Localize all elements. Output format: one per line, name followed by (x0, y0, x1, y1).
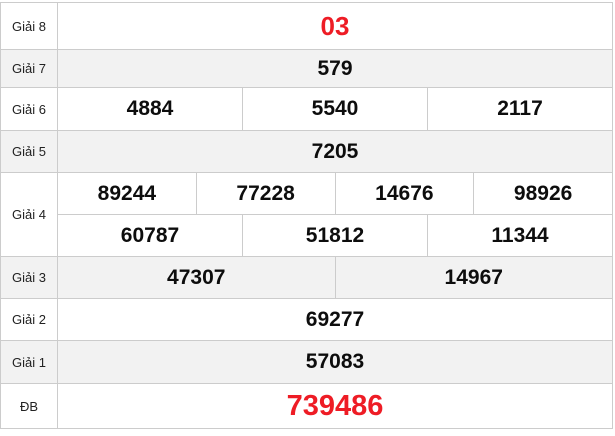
lottery-results-table: Giải 8 03 Giải 7 579 Giải 6 4884 5540 21… (0, 2, 613, 429)
prize-number-cell: 5540 (242, 87, 428, 131)
prize-label: Giải 6 (0, 87, 58, 131)
prize-label: Giải 2 (0, 298, 58, 341)
prize-number-cell: 98926 (473, 172, 613, 215)
prize-number-cell: 579 (57, 49, 613, 88)
prize-row-2: Giải 2 69277 (0, 298, 613, 341)
prize-number-cell: 2117 (427, 87, 613, 131)
prize-label: Giải 1 (0, 340, 58, 384)
prize-row-3: Giải 3 47307 14967 (0, 256, 613, 299)
prize-number-cell: 4884 (57, 87, 243, 131)
prize-row-4: Giải 4 89244 77228 14676 98926 (0, 172, 613, 257)
prize-label: ĐB (0, 383, 58, 429)
prize-number-cell: 47307 (57, 256, 336, 299)
prize-row-7: Giải 7 579 (0, 49, 613, 88)
prize-number-cell: 51812 (242, 214, 428, 257)
prize-label: Giải 8 (0, 2, 58, 50)
prize-number-cell: 7205 (57, 130, 613, 173)
prize-number-cell: 57083 (57, 340, 613, 384)
prize-number-cell: 89244 (57, 172, 197, 215)
prize-number-cell: 739486 (57, 383, 613, 429)
prize-number-cell: 69277 (57, 298, 613, 341)
prize-label: Giải 7 (0, 49, 58, 88)
prize-row-1: Giải 1 57083 (0, 340, 613, 384)
prize-row-8: Giải 8 03 (0, 2, 613, 50)
prize-row-special: ĐB 739486 (0, 383, 613, 429)
prize-row-6: Giải 6 4884 5540 2117 (0, 87, 613, 131)
prize-label: Giải 4 (0, 172, 58, 257)
prize-number-cell: 14967 (334, 256, 613, 299)
prize-number-cell: 77228 (195, 172, 336, 215)
prize-label: Giải 3 (0, 256, 58, 299)
prize-row-4-line-2: 60787 51812 11344 (1, 214, 613, 257)
prize-number-cell: 14676 (334, 172, 475, 215)
prize-number-cell: 03 (57, 2, 613, 50)
prize-label: Giải 5 (0, 130, 58, 173)
prize-number-cell: 11344 (427, 214, 613, 257)
prize-number-cell: 60787 (57, 214, 243, 257)
prize-row-5: Giải 5 7205 (0, 130, 613, 173)
